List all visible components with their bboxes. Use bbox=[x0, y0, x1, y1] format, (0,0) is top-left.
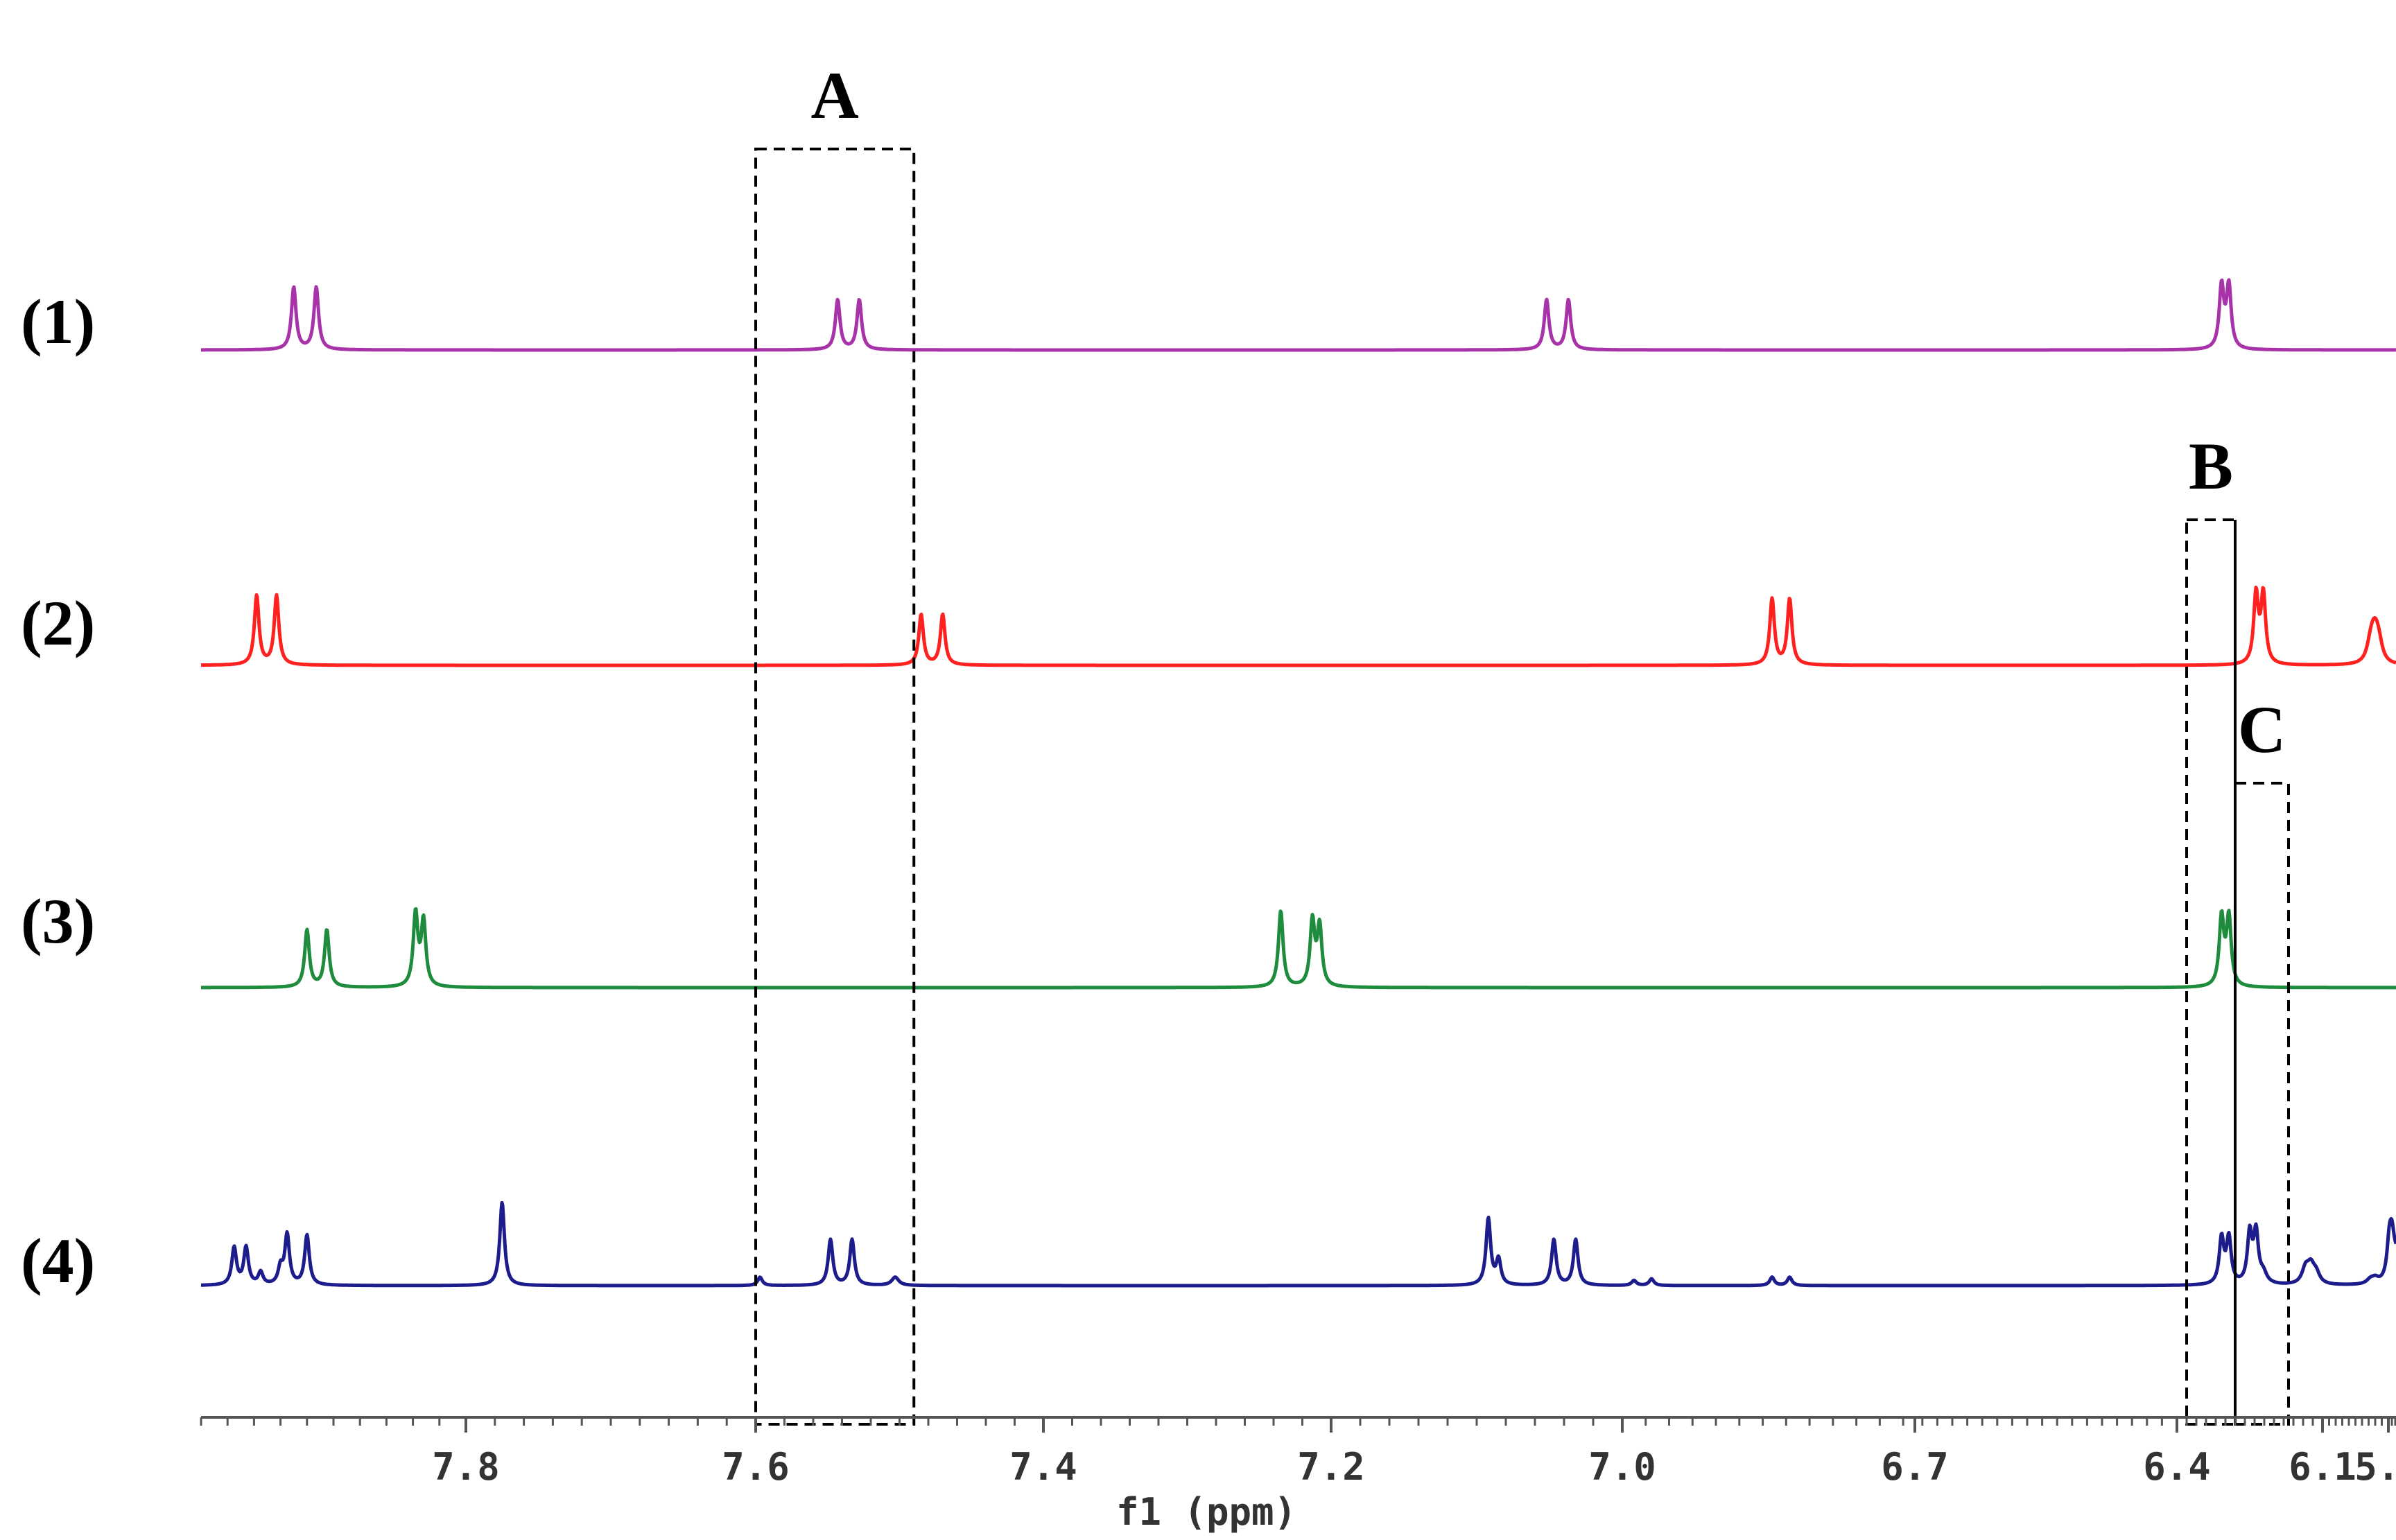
spectrum-label-4: (4) bbox=[21, 1225, 95, 1296]
x-axis-tick-label: 5.9 bbox=[2354, 1445, 2396, 1489]
spectrum-label-2: (2) bbox=[21, 588, 95, 658]
x-axis-tick-label: 6.4 bbox=[2143, 1445, 2211, 1489]
spectrum-trace-2 bbox=[200, 586, 2396, 667]
spectrum-trace-1 bbox=[200, 278, 2396, 352]
spectrum-label-1: (1) bbox=[21, 286, 95, 357]
x-axis-tick-label: 7.8 bbox=[432, 1445, 500, 1489]
x-axis-tick-label: 7.2 bbox=[1297, 1445, 1365, 1489]
spectrum-label-3: (3) bbox=[21, 886, 95, 956]
region-label-b: B bbox=[2189, 429, 2233, 503]
x-axis-tick-label: 7.0 bbox=[1588, 1445, 1656, 1489]
region-label-a: A bbox=[810, 58, 858, 132]
x-axis-tick-label: 7.6 bbox=[722, 1445, 790, 1489]
x-axis-tick-label: 6.1 bbox=[2289, 1445, 2356, 1489]
region-box-a bbox=[754, 148, 916, 1426]
region-label-c: C bbox=[2238, 692, 2286, 767]
x-axis-title: f1 (ppm) bbox=[1116, 1490, 1296, 1534]
spectrum-trace-3 bbox=[200, 907, 2396, 990]
x-axis-major-ticks: 7.8 7.6 7.4 7.2 7.0 6.7 6.4 6.15.9 bbox=[432, 1417, 2396, 1489]
region-box-b bbox=[2185, 518, 2237, 1426]
spectrum-trace-4 bbox=[200, 1200, 2396, 1288]
x-axis-tick-label: 6.7 bbox=[1881, 1445, 1949, 1489]
x-axis-tick-label: 7.4 bbox=[1009, 1445, 1077, 1489]
